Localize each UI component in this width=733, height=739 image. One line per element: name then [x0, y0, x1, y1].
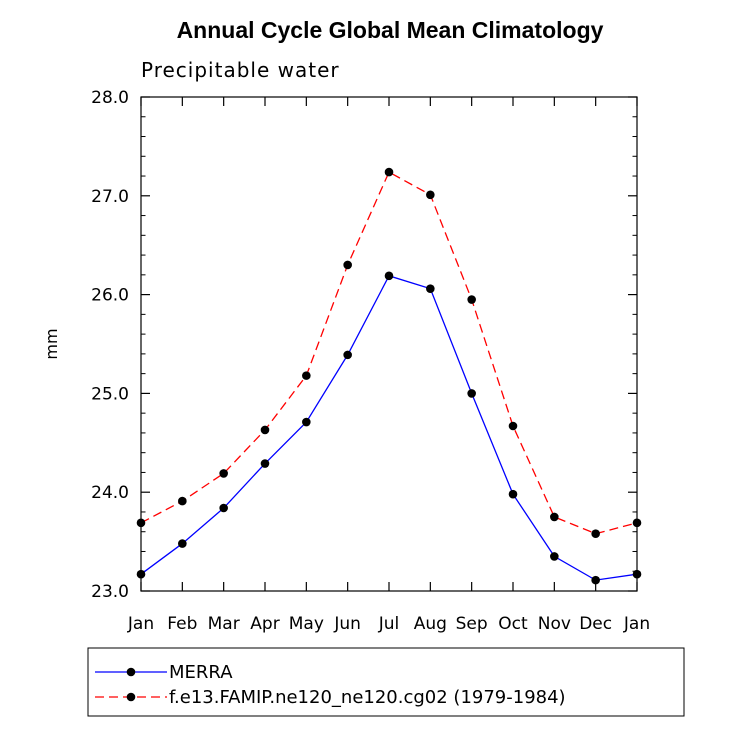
- data-point: [550, 512, 559, 522]
- data-point: [178, 539, 187, 548]
- series-layer: [136, 167, 642, 585]
- x-tick-label: Jan: [623, 614, 650, 634]
- data-point: [260, 425, 270, 435]
- y-axis-label: mm: [42, 328, 61, 359]
- x-tick-label: Jun: [333, 614, 361, 634]
- y-tick-label: 28.0: [91, 88, 129, 108]
- series-2: [136, 167, 642, 538]
- series-1: [136, 271, 642, 585]
- data-point: [508, 489, 518, 499]
- x-tick-label: Dec: [579, 614, 612, 634]
- data-point: [136, 518, 146, 528]
- y-tick-label: 24.0: [91, 483, 129, 503]
- chart-title: Annual Cycle Global Mean Climatology: [177, 17, 604, 43]
- data-point: [302, 417, 311, 427]
- series-line: [140, 171, 638, 535]
- legend-swatch-marker: [126, 692, 136, 702]
- data-point: [591, 575, 600, 585]
- data-point: [426, 284, 435, 293]
- x-tick-label: Jul: [378, 614, 400, 634]
- axis-ticks: Jan Feb Mar Apr May Jun Jul Aug Sep Oct Nov Dec Jan 2…: [91, 88, 650, 634]
- data-point: [384, 271, 394, 281]
- x-tick-label: Jan: [127, 614, 154, 634]
- y-tick-label: 27.0: [91, 187, 129, 207]
- data-point: [632, 569, 642, 579]
- y-tick-label: 23.0: [91, 582, 129, 602]
- data-point: [302, 371, 311, 380]
- data-point: [219, 469, 228, 478]
- data-point: [260, 459, 270, 468]
- data-point: [343, 260, 352, 270]
- legend: MERRA f.e13.FAMIP.ne120_ne120.cg02 (1979-…: [87, 647, 685, 717]
- data-point: [136, 569, 146, 579]
- series-line: [140, 275, 638, 581]
- x-tick-label: Aug: [414, 614, 447, 634]
- data-point: [467, 389, 476, 398]
- data-point: [632, 518, 642, 528]
- legend-box: [87, 647, 685, 717]
- x-tick-label: Oct: [498, 614, 528, 634]
- x-tick-label: Mar: [208, 614, 240, 634]
- legend-label: MERRA: [169, 662, 233, 683]
- data-point: [426, 190, 435, 200]
- data-point: [384, 167, 394, 177]
- data-point: [219, 503, 228, 513]
- data-point: [343, 350, 352, 360]
- legend-entry-2: f.e13.FAMIP.ne120_ne120.cg02 (1979-1984): [95, 687, 566, 708]
- data-point: [178, 496, 187, 506]
- x-tick-label: Sep: [456, 614, 488, 634]
- x-tick-label: Nov: [538, 614, 571, 634]
- legend-swatch-marker: [126, 667, 136, 677]
- legend-entries: MERRA f.e13.FAMIP.ne120_ne120.cg02 (1979-…: [95, 662, 566, 708]
- x-tick-label: Feb: [167, 614, 197, 634]
- chart-subtitle: Precipitable water: [141, 58, 340, 82]
- y-tick-label: 25.0: [91, 384, 129, 404]
- x-tick-label: Apr: [250, 614, 279, 634]
- legend-label: f.e13.FAMIP.ne120_ne120.cg02 (1979-1984): [169, 687, 566, 708]
- data-point: [591, 529, 600, 538]
- x-tick-label: May: [289, 614, 324, 634]
- y-tick-label: 26.0: [91, 286, 129, 306]
- legend-entry-1: MERRA: [95, 662, 233, 683]
- data-point: [467, 295, 476, 304]
- data-point: [550, 552, 559, 561]
- data-point: [508, 421, 518, 431]
